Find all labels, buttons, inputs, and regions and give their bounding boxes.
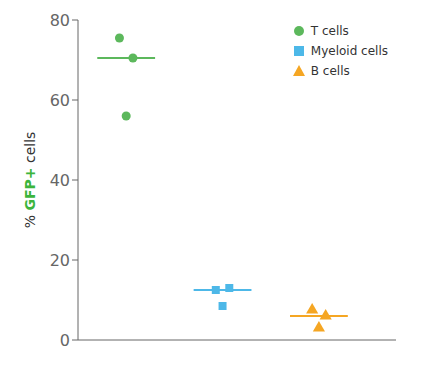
html-text:B cells: B cells xyxy=(310,64,350,78)
svg-text:60: 60 xyxy=(50,91,70,110)
svg-text:80: 80 xyxy=(50,11,70,30)
svg-text:% GFP+ cells: % GFP+ cells xyxy=(22,132,38,229)
svg-text:20: 20 xyxy=(50,251,70,270)
svg-text:0: 0 xyxy=(60,331,70,350)
svg-text:40: 40 xyxy=(50,171,70,190)
html-text:Myeloid cells: Myeloid cells xyxy=(310,44,388,58)
html-text:T cells: T cells xyxy=(310,24,349,38)
